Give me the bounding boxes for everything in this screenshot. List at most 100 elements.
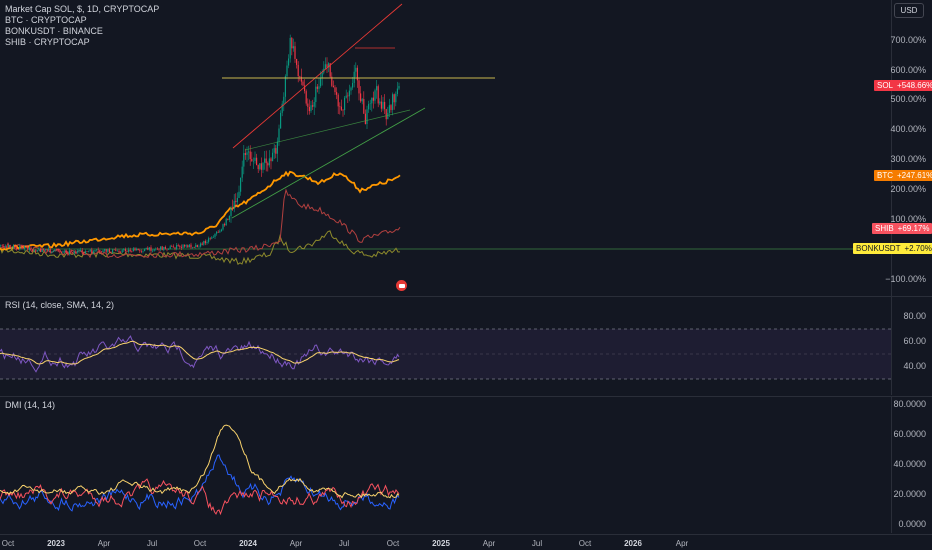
sol-candle	[376, 86, 378, 91]
mid-trendline	[244, 109, 411, 151]
sol-candle	[276, 141, 278, 154]
dmi-title[interactable]: DMI (14, 14)	[5, 400, 56, 410]
sol-candles	[0, 34, 400, 256]
sol-candle	[396, 88, 398, 95]
sol-candle	[68, 250, 70, 254]
sol-candle	[256, 157, 258, 166]
sol-candle	[107, 249, 109, 252]
sol-candle	[201, 243, 203, 245]
sol-candle	[115, 249, 117, 251]
sol-candle	[8, 245, 10, 248]
sol-candle	[329, 63, 331, 77]
sol-candle	[64, 250, 66, 252]
sol-candle	[273, 148, 275, 153]
sol-candle	[360, 93, 362, 102]
sol-candle	[168, 249, 170, 250]
price-label-shib: SHIB +69.17%	[872, 223, 932, 234]
axis-tick: 700.00%	[890, 35, 926, 45]
main-price-axis[interactable]: 700.00% 600.00% 500.00% 400.00% 300.00% …	[885, 0, 932, 296]
sol-candle	[312, 105, 314, 107]
sol-candle	[150, 247, 152, 252]
legend-item-shib[interactable]: SHIB · CRYPTOCAP	[5, 37, 90, 47]
dmi-price-axis[interactable]: 80.0000 60.0000 40.0000 20.0000 0.0000	[891, 397, 932, 533]
sol-candle	[390, 105, 392, 110]
sol-candle	[385, 109, 387, 120]
legend-item-btc[interactable]: BTC · CRYPTOCAP	[5, 15, 87, 25]
sol-candle	[86, 251, 88, 252]
sol-candle	[302, 81, 304, 86]
sol-candle	[344, 97, 346, 111]
sol-candle	[4, 246, 6, 247]
legend-title[interactable]: Market Cap SOL, $, 1D, CRYPTOCAP	[5, 4, 160, 14]
sol-candle	[384, 101, 386, 110]
price-label-sol: SOL +548.66%	[874, 80, 932, 91]
sol-candle	[244, 153, 246, 155]
price-label-bonk: BONKUSDT +2.70%	[853, 243, 932, 254]
time-label: Apr	[482, 539, 496, 548]
rsi-chart-svg[interactable]	[0, 297, 891, 395]
main-pane[interactable]: Market Cap SOL, $, 1D, CRYPTOCAP BTC · C…	[0, 0, 932, 296]
sol-candle	[60, 251, 62, 253]
sol-candle	[284, 76, 286, 97]
main-chart-svg[interactable]	[0, 0, 891, 296]
sol-candle	[388, 105, 390, 113]
sol-candle	[310, 105, 312, 112]
rsi-pane[interactable]: RSI (14, close, SMA, 14, 2) 80.00 60.00 …	[0, 297, 932, 395]
sol-candle	[131, 251, 133, 252]
rsi-title[interactable]: RSI (14, close, SMA, 14, 2)	[5, 300, 115, 310]
sol-candle	[104, 249, 106, 251]
sol-candle	[134, 248, 136, 251]
sol-candle	[76, 251, 78, 253]
sol-candle	[371, 97, 373, 104]
sol-candle	[272, 152, 274, 162]
sol-candle	[398, 86, 400, 89]
sol-candle	[288, 58, 290, 66]
sol-candle	[211, 237, 213, 239]
sol-candle	[251, 159, 253, 162]
currency-button[interactable]: USD	[894, 3, 924, 18]
sol-candle	[281, 103, 283, 113]
pane-separator[interactable]	[0, 296, 932, 297]
sol-candle	[252, 160, 254, 162]
sol-candle	[113, 249, 115, 251]
rsi-price-axis[interactable]: 80.00 60.00 40.00	[891, 297, 932, 395]
sol-candle	[105, 249, 107, 252]
dmi-pane[interactable]: DMI (14, 14) 80.0000 60.0000 40.0000 20.…	[0, 397, 932, 533]
sol-candle	[180, 246, 182, 248]
rsi-chart-area[interactable]: RSI (14, close, SMA, 14, 2)	[0, 297, 891, 395]
sol-candle	[262, 162, 264, 170]
time-label: Jul	[146, 539, 158, 548]
sol-candle	[14, 245, 16, 248]
sol-candle	[28, 247, 30, 250]
sol-candle	[297, 64, 299, 77]
axis-tick: 400.00%	[890, 124, 926, 134]
main-chart-area[interactable]: Market Cap SOL, $, 1D, CRYPTOCAP BTC · C…	[0, 0, 891, 296]
sol-candle	[233, 200, 235, 209]
sol-candle	[144, 249, 146, 252]
sol-candle	[348, 90, 350, 97]
sol-candle	[209, 238, 211, 239]
dmi-chart-svg[interactable]	[0, 397, 891, 533]
sol-candle	[110, 251, 112, 253]
dmi-chart-area[interactable]: DMI (14, 14)	[0, 397, 891, 533]
us-flag-event-icon[interactable]	[396, 280, 407, 291]
sol-candle	[241, 166, 243, 178]
time-label: Apr	[97, 539, 111, 548]
sol-candle	[280, 112, 282, 129]
sol-candle	[16, 247, 18, 249]
sol-candle	[84, 251, 86, 254]
axis-tick: 80.00	[903, 311, 926, 321]
sol-candle	[259, 163, 261, 170]
sol-candle	[206, 241, 208, 244]
pane-separator[interactable]	[0, 396, 932, 397]
sol-candle	[124, 249, 126, 252]
price-label-value: +69.17%	[897, 224, 930, 233]
sol-candle	[156, 248, 158, 250]
sol-candle	[132, 248, 134, 252]
time-axis[interactable]: Oct 2023 Apr Jul Oct 2024 Apr Jul Oct 20…	[0, 534, 932, 550]
legend-item-bonk[interactable]: BONKUSDT · BINANCE	[5, 26, 103, 36]
sol-candle	[225, 218, 227, 226]
sol-candle	[275, 148, 277, 154]
sol-candle	[230, 207, 232, 216]
sol-candle	[249, 151, 251, 160]
